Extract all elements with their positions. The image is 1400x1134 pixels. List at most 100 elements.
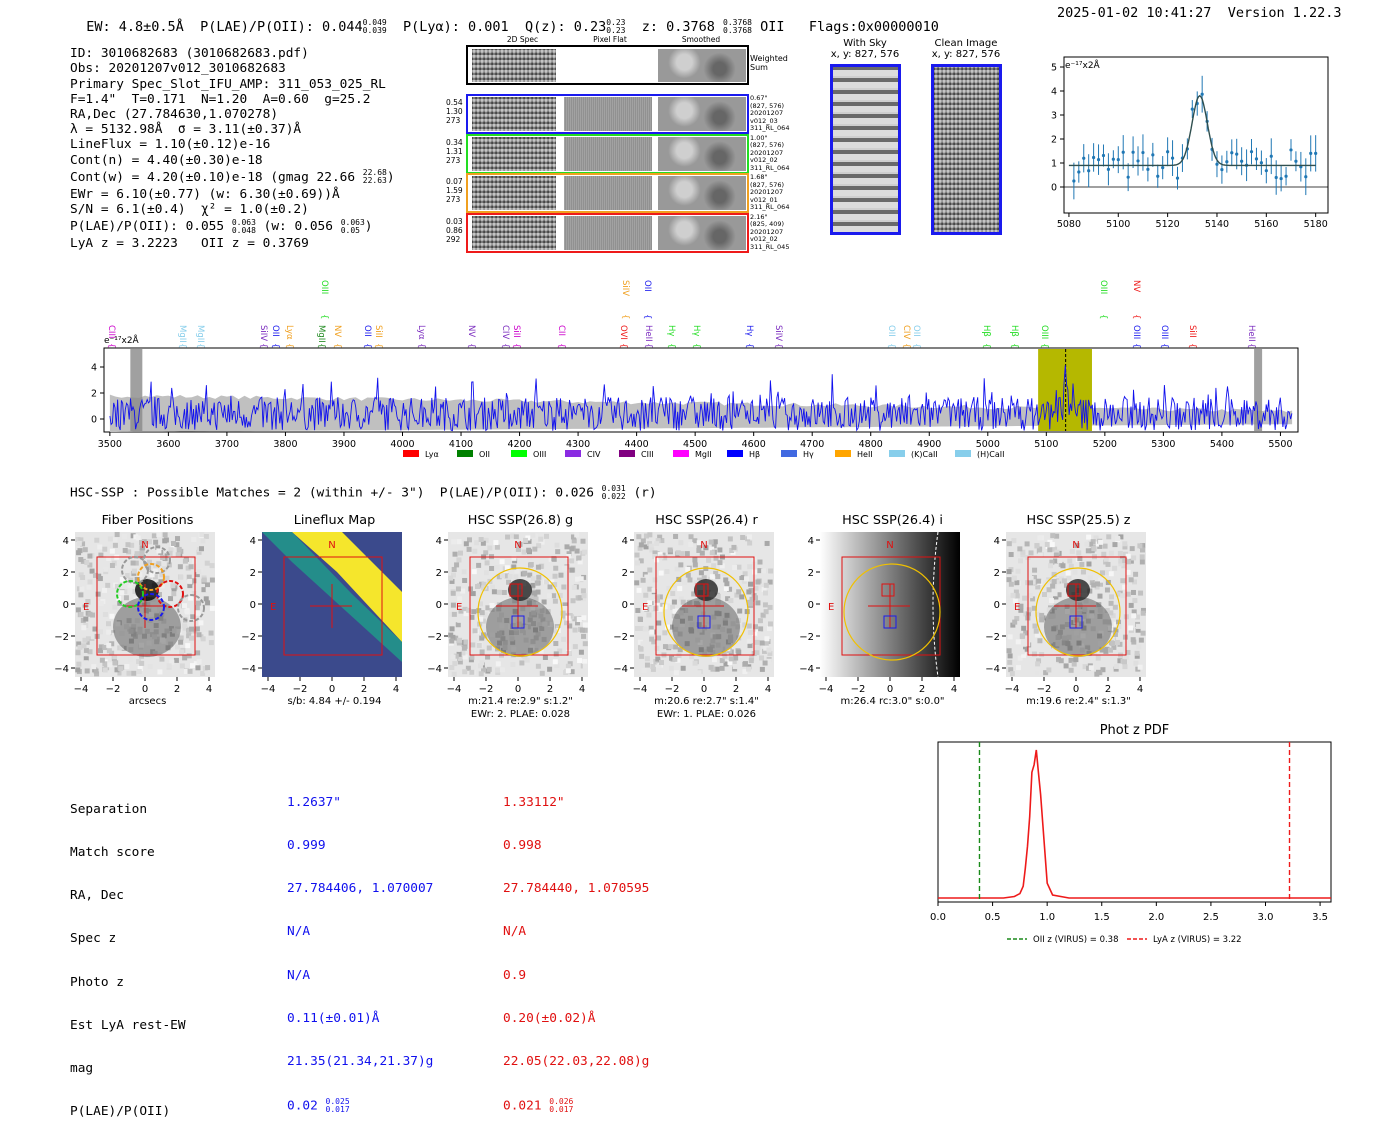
zoom-point xyxy=(1235,152,1239,156)
noise-pixel xyxy=(717,560,723,566)
col1-separation: 1.2637" xyxy=(287,794,341,810)
noise-pixel xyxy=(102,661,108,667)
noise-pixel xyxy=(119,576,125,582)
pdf-xtick-label: 2.0 xyxy=(1148,912,1164,923)
noise-pixel xyxy=(736,649,742,655)
noise-pixel xyxy=(670,591,676,597)
zoom-point xyxy=(1304,175,1308,179)
noise-pixel xyxy=(552,573,558,579)
line-label-text: Hβ xyxy=(981,325,991,337)
zoom-point xyxy=(1215,162,1219,166)
noise-pixel xyxy=(1094,584,1100,590)
noise-pixel xyxy=(168,547,174,553)
noise-pixel xyxy=(1125,649,1131,655)
cutout-2dspec xyxy=(472,176,556,210)
noise-pixel xyxy=(1138,637,1144,643)
kron-ellipse xyxy=(477,567,563,657)
noise-pixel xyxy=(1088,665,1094,671)
noise-pixel xyxy=(449,645,455,651)
full-xtick-label: 5400 xyxy=(1210,439,1234,450)
noise-pixel xyxy=(1129,546,1135,552)
noise-pixel xyxy=(1128,602,1134,608)
match-box-2 xyxy=(881,583,895,597)
noise-pixel xyxy=(1137,664,1143,670)
noise-pixel xyxy=(656,663,662,669)
noise-pixel xyxy=(1023,630,1029,636)
plae-hi: 0.049 xyxy=(362,18,387,27)
line-label-text: NV xyxy=(332,325,342,337)
noise-pixel xyxy=(1076,550,1082,556)
noise-pixel xyxy=(449,626,455,632)
noise-pixel xyxy=(1118,534,1124,540)
noise-pixel xyxy=(755,579,761,585)
noise-pixel xyxy=(636,587,642,593)
east-label: E xyxy=(83,602,89,613)
zoom-xtick-label: 5160 xyxy=(1254,219,1278,230)
noise-pixel xyxy=(744,576,750,582)
noise-pixel xyxy=(462,577,468,583)
header-plae: P(LAE)/P(OII): 0.044 xyxy=(200,19,363,35)
noise-pixel xyxy=(139,660,145,666)
noise-pixel xyxy=(195,650,201,656)
noise-pixel xyxy=(1037,552,1043,558)
noise-pixel xyxy=(688,534,694,540)
noise-pixel xyxy=(522,537,528,543)
line-label: OIII { xyxy=(1039,325,1049,348)
line-label-text: SiII xyxy=(511,325,521,338)
line-label-bracket: { xyxy=(319,314,329,319)
full-xtick-label: 4400 xyxy=(625,439,649,450)
noise-pixel xyxy=(692,562,698,568)
noise-pixel xyxy=(1028,550,1034,556)
noise-pixel xyxy=(478,671,484,677)
noise-pixel xyxy=(541,599,547,605)
noise-pixel xyxy=(97,648,103,654)
hsc-xtick-label: −2 xyxy=(1037,684,1052,695)
line-label-bracket: { xyxy=(177,343,187,348)
noise-pixel xyxy=(457,655,463,661)
noise-pixel xyxy=(1042,592,1048,598)
full-spectrum: CIII{MgII{MgII{SiIV{OII{Lyα{MgII{OIII{NV… xyxy=(91,280,1299,459)
noise-pixel xyxy=(189,626,195,632)
clean-image xyxy=(931,64,1002,235)
hsc-xtick-label: 0 xyxy=(329,684,335,695)
noise-pixel xyxy=(1046,667,1052,673)
north-label: N xyxy=(700,540,707,551)
noise-pixel xyxy=(103,566,109,572)
cutout-stat: 0.34 xyxy=(446,137,463,147)
hsc-xtick-label: 2 xyxy=(1105,684,1111,695)
header-right: 2025-01-02 10:41:27 Version 1.22.3 xyxy=(1057,5,1342,21)
noise-pixel xyxy=(664,569,670,575)
full-xtick-label: 3700 xyxy=(215,439,239,450)
noise-pixel xyxy=(158,579,164,585)
noise-pixel xyxy=(1112,565,1118,571)
noise-pixel xyxy=(478,616,484,622)
noise-pixel xyxy=(680,665,686,671)
noise-pixel xyxy=(111,632,117,638)
noise-pixel xyxy=(644,574,650,580)
cutout-label-line: (827, 576) xyxy=(750,141,785,149)
east-label: E xyxy=(456,602,462,613)
line-label-text: OVI xyxy=(618,325,628,340)
noise-pixel xyxy=(469,614,475,620)
noise-pixel xyxy=(1115,535,1121,541)
line-label-text: SiII xyxy=(1187,325,1197,338)
match-labels: Separation Match score RA, Dec Spec z Ph… xyxy=(70,774,186,1134)
noise-pixel xyxy=(458,608,464,614)
noise-pixel xyxy=(84,668,90,674)
noise-pixel xyxy=(649,636,655,642)
noise-pixel xyxy=(677,586,683,592)
noise-pixel xyxy=(533,596,539,602)
noise-pixel xyxy=(640,577,646,583)
noise-pixel xyxy=(1046,587,1052,593)
noise-pixel xyxy=(454,562,460,568)
noise-pixel xyxy=(480,540,486,546)
noise-pixel xyxy=(513,574,519,580)
noise-pixel xyxy=(106,629,112,635)
line-label-bracket: { xyxy=(911,343,921,348)
noise-pixel xyxy=(560,610,566,616)
label-plae: P(LAE)/P(OII) xyxy=(70,1104,171,1120)
legend-label: MgII xyxy=(695,450,712,459)
noise-pixel xyxy=(753,585,759,591)
noise-pixel xyxy=(191,578,197,584)
match-box-1 xyxy=(697,615,711,629)
